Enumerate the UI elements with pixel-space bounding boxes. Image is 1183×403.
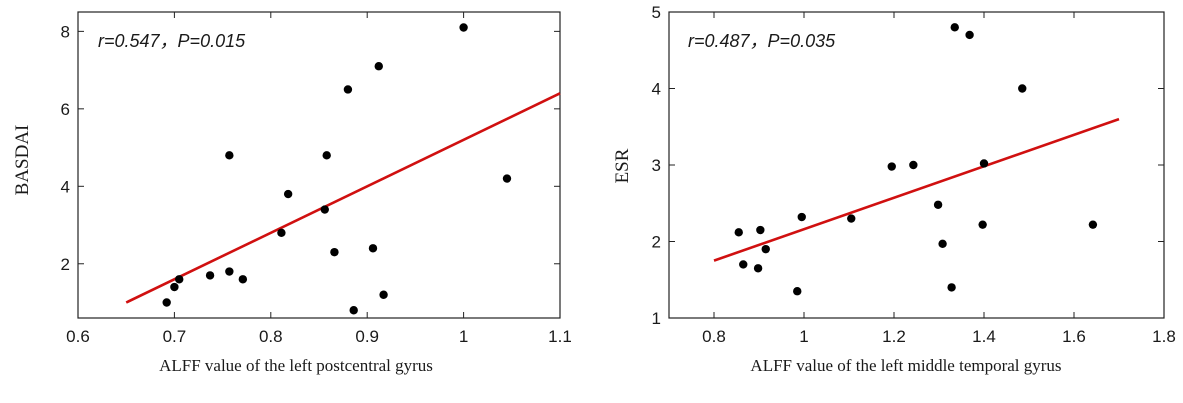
chart-left-xtick-label: 0.6 bbox=[66, 327, 90, 346]
chart-right-xlabel: ALFF value of the left middle temporal g… bbox=[750, 356, 1061, 375]
chart-right-data-point bbox=[734, 228, 743, 237]
chart-left-ytick-label: 8 bbox=[61, 22, 70, 41]
chart-left-basdai: r=0.547，P=0.015 ALFF value of the left p… bbox=[12, 11, 572, 375]
chart-right-ytick-label: 2 bbox=[652, 233, 661, 252]
chart-left-data-point bbox=[277, 228, 286, 237]
chart-left-data-point bbox=[379, 290, 388, 299]
chart-right-data-point bbox=[887, 162, 896, 171]
chart-left-data-point bbox=[225, 151, 234, 160]
chart-right-xtick-label: 1 bbox=[799, 327, 808, 346]
chart-right-data-point bbox=[753, 264, 763, 273]
chart-right-data-point bbox=[933, 200, 943, 209]
chart-left-ytick-label: 2 bbox=[61, 255, 70, 274]
chart-left-data-point bbox=[320, 205, 329, 214]
chart-right-ytick-label: 4 bbox=[652, 80, 661, 99]
chart-left-xtick-label: 0.9 bbox=[355, 327, 379, 346]
chart-left-data-point bbox=[459, 23, 468, 32]
chart-right-ytick-label: 3 bbox=[652, 156, 661, 175]
chart-left-xtick-label: 1.1 bbox=[548, 327, 572, 346]
chart-right-ytick-label: 5 bbox=[652, 3, 661, 22]
chart-right-regression-line bbox=[713, 117, 1120, 262]
chart-right-data-point bbox=[950, 23, 959, 32]
chart-right-data-point bbox=[761, 244, 770, 254]
chart-left-data-point bbox=[170, 282, 179, 292]
chart-right-ytick-label: 1 bbox=[652, 309, 661, 328]
chart-left-data-point bbox=[225, 267, 234, 276]
chart-right-data-point bbox=[979, 159, 989, 168]
chart-left-data-point bbox=[502, 174, 512, 183]
chart-right-xtick-label: 1.8 bbox=[1152, 327, 1176, 346]
chart-right-data-point bbox=[1018, 84, 1027, 93]
chart-left-ylabel: BASDAI bbox=[12, 125, 33, 196]
chart-left-data-point bbox=[322, 151, 331, 160]
chart-left-ytick-label: 6 bbox=[61, 100, 70, 119]
chart-left-data-point bbox=[330, 247, 339, 257]
chart-left-data-point bbox=[162, 298, 171, 307]
chart-right-data-point bbox=[797, 212, 806, 222]
chart-right-data-point bbox=[938, 239, 947, 248]
chart-right-xtick-label: 1.6 bbox=[1062, 327, 1086, 346]
chart-right-data-point bbox=[847, 214, 856, 223]
chart-right-data-point bbox=[793, 287, 802, 296]
chart-left-data-point bbox=[175, 275, 184, 284]
chart-right-data-point bbox=[978, 220, 987, 229]
chart-left-ytick-label: 4 bbox=[61, 177, 70, 196]
chart-right-data-point bbox=[1088, 220, 1098, 229]
chart-left-annotation: r=0.547，P=0.015 bbox=[98, 31, 246, 51]
chart-right-xtick-label: 1.2 bbox=[882, 327, 906, 346]
chart-left-xtick-label: 1 bbox=[459, 327, 468, 346]
chart-right-xtick-label: 1.4 bbox=[972, 327, 996, 346]
chart-right-data-point bbox=[965, 30, 974, 40]
chart-left-regression-line bbox=[125, 92, 561, 304]
chart-left-data-point bbox=[343, 85, 353, 94]
chart-right-data-point bbox=[739, 260, 748, 269]
chart-right-annotation: r=0.487，P=0.035 bbox=[688, 31, 836, 51]
chart-left-plot-frame bbox=[77, 11, 561, 319]
chart-right-data-point bbox=[909, 160, 918, 170]
chart-right-xtick-label: 0.8 bbox=[702, 327, 726, 346]
chart-left-data-point bbox=[349, 306, 358, 315]
chart-left-xtick-label: 0.8 bbox=[259, 327, 283, 346]
chart-right-ylabel: ESR bbox=[612, 148, 633, 183]
chart-left-data-point bbox=[374, 62, 383, 71]
chart-right-data-point bbox=[756, 225, 765, 235]
chart-left-data-point bbox=[238, 275, 248, 284]
chart-right-esr: r=0.487，P=0.035 ALFF value of the left m… bbox=[612, 3, 1176, 375]
chart-left-data-point bbox=[205, 271, 215, 280]
chart-left-data-point bbox=[368, 244, 378, 253]
chart-left-xlabel: ALFF value of the left postcentral gyrus bbox=[159, 356, 433, 375]
chart-left-data-point bbox=[283, 189, 293, 199]
chart-left-xtick-label: 0.7 bbox=[163, 327, 187, 346]
chart-right-data-point bbox=[947, 283, 956, 292]
